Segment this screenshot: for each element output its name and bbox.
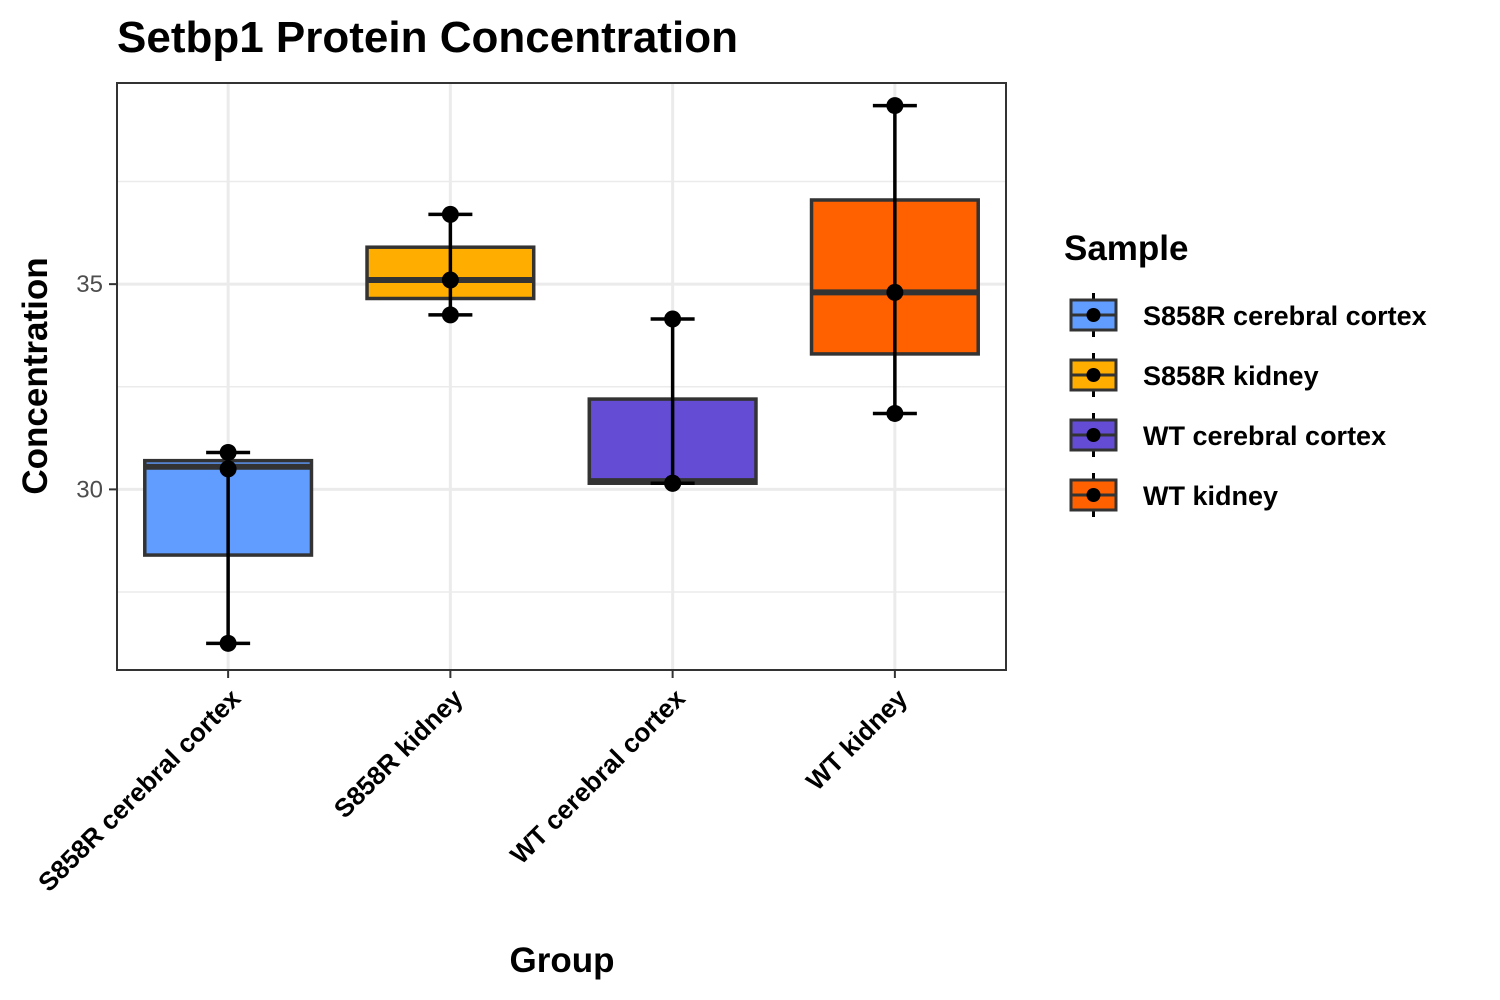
legend-key-point	[1086, 368, 1101, 382]
box-group	[143, 443, 314, 652]
y-tick-label: 35	[76, 271, 103, 298]
x-tick-label: S858R cerebral cortex	[32, 683, 247, 898]
legend-label: WT kidney	[1143, 481, 1278, 511]
x-axis: S858R cerebral cortex S858R kidney WT cere…	[32, 670, 914, 898]
legend-key-point	[1086, 308, 1101, 322]
legend: Sample S858R cerebral cortex S858R kidney…	[1064, 229, 1427, 517]
y-tick-label: 30	[76, 476, 103, 503]
data-point	[664, 310, 682, 328]
legend-label: S858R kidney	[1143, 361, 1319, 391]
x-axis-title: Group	[510, 941, 615, 980]
legend-key-point	[1086, 488, 1101, 502]
chart-title: Setbp1 Protein Concentration	[117, 13, 738, 62]
data-point	[219, 443, 237, 461]
plot-panel	[116, 82, 1007, 671]
data-point	[441, 205, 459, 223]
x-tick-label: WT kidney	[800, 683, 914, 797]
data-point	[886, 404, 904, 422]
x-tick-label: WT cerebral cortex	[504, 683, 691, 870]
legend-label: S858R cerebral cortex	[1143, 301, 1427, 331]
panel-background	[117, 83, 1006, 670]
data-point	[886, 283, 904, 301]
box-group	[365, 205, 536, 324]
y-axis-title: Concentration	[16, 257, 55, 494]
legend-key-point	[1086, 428, 1101, 442]
panel-border	[116, 82, 1007, 671]
legend-item: S858R cerebral cortex	[1069, 293, 1427, 337]
data-point	[219, 460, 237, 478]
y-axis: 30 35	[76, 271, 117, 503]
data-point	[219, 634, 237, 652]
legend-item: S858R kidney	[1069, 353, 1319, 397]
legend-label: WT cerebral cortex	[1143, 421, 1386, 451]
legend-item: WT cerebral cortex	[1069, 413, 1386, 457]
box-group	[587, 310, 758, 492]
data-point	[886, 97, 904, 115]
data-point	[441, 271, 459, 289]
legend-title: Sample	[1064, 229, 1189, 268]
x-tick-label: S858R kidney	[328, 683, 469, 824]
legend-item: WT kidney	[1069, 473, 1278, 517]
data-point	[664, 474, 682, 492]
box-group	[809, 97, 980, 422]
data-point	[441, 306, 459, 324]
